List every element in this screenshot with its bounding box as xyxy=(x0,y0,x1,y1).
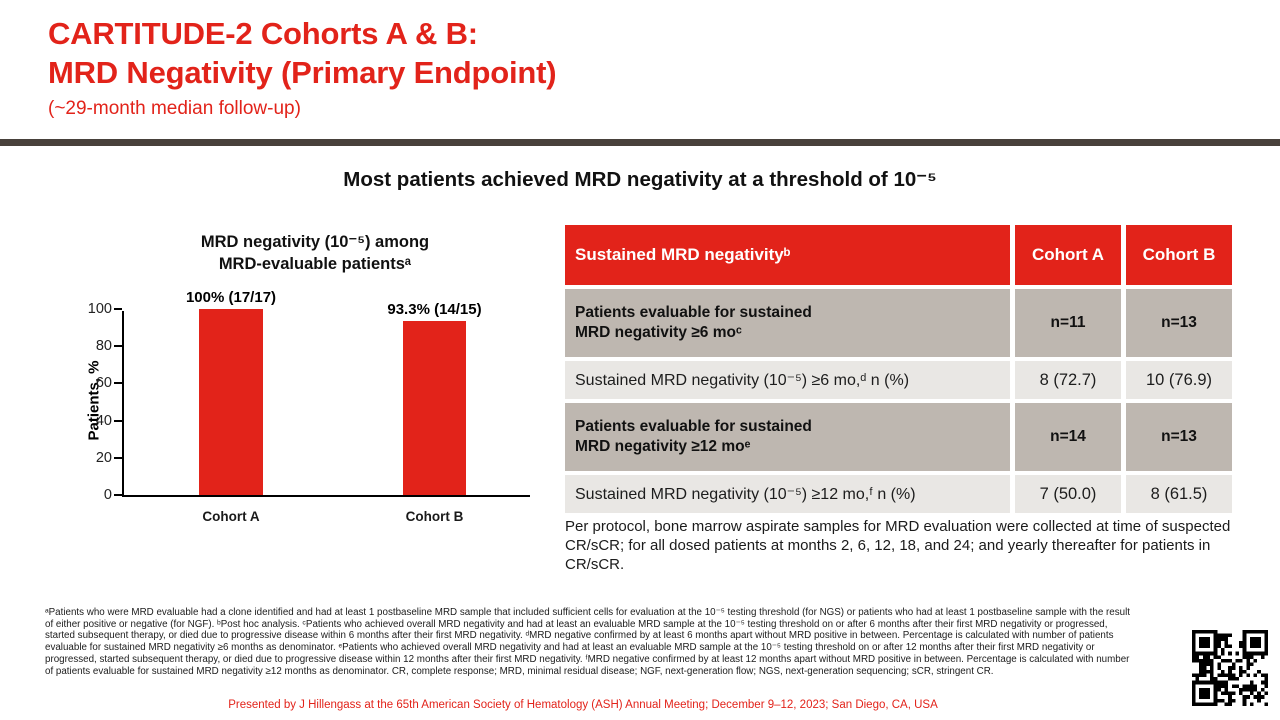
slide-title-line1: CARTITUDE-2 Cohorts A & B: xyxy=(48,16,478,51)
qr-code xyxy=(1192,630,1268,706)
bar-value-label: 93.3% (14/15) xyxy=(387,301,482,319)
y-axis-label: Patients, % xyxy=(85,360,103,441)
slide-title: CARTITUDE-2 Cohorts A & B: MRD Negativit… xyxy=(48,14,557,92)
y-tick-mark xyxy=(114,419,122,422)
table-header-cell: Sustained MRD negativityᵇ xyxy=(565,225,1010,285)
mrd-table: Sustained MRD negativityᵇ Cohort A Cohort … xyxy=(565,225,1232,513)
bar-value-label: 100% (17/17) xyxy=(185,289,277,306)
chart-title: MRD negativity (10⁻⁵) among MRD-evaluabl… xyxy=(150,231,480,275)
table-cell: Patients evaluable for sustained MRD neg… xyxy=(565,403,1010,471)
table-cell: 8 (72.7) xyxy=(1015,361,1121,399)
chart-plot: 0 20 40 60 80 100 100% (17/17) Cohort A 93.3% (1… xyxy=(88,289,530,524)
y-tick-label: 20 xyxy=(95,449,112,466)
chart-title-line1: MRD negativity (10⁻⁵) among xyxy=(200,233,430,251)
table-cell: Sustained MRD negativity (10⁻⁵) ≥12 mo,ᶠ… xyxy=(565,475,1010,513)
table-cell: n=14 xyxy=(1015,403,1121,471)
table-cell: 7 (50.0) xyxy=(1015,475,1121,513)
y-tick-mark xyxy=(114,308,122,310)
table-cell: 10 (76.9) xyxy=(1126,361,1232,399)
footnotes: ᵃPatients who were MRD evaluable had a c… xyxy=(45,607,1130,677)
table-header-cell: Cohort A xyxy=(1015,225,1121,285)
y-tick-mark xyxy=(114,382,122,385)
table-cell: n=13 xyxy=(1126,403,1232,471)
y-tick-mark xyxy=(114,345,122,348)
x-category-label: Cohort A xyxy=(202,509,260,524)
bar-cohort-b xyxy=(403,321,466,495)
y-tick-label: 80 xyxy=(95,338,112,355)
bar-cohort-a xyxy=(199,309,263,495)
y-tick-label: 100 xyxy=(87,301,112,317)
table-cell: n=11 xyxy=(1015,289,1121,357)
table-cell: Patients evaluable for sustained MRD neg… xyxy=(565,289,1010,357)
table-cell: 8 (61.5) xyxy=(1126,475,1232,513)
presentation-credit: Presented by J Hillengass at the 65th Am… xyxy=(228,699,938,711)
y-tick-label: 40 xyxy=(95,412,112,429)
slide-title-line2: MRD Negativity (Primary Endpoint) xyxy=(48,55,557,90)
table-header-cell: Cohort B xyxy=(1126,225,1232,285)
header-divider xyxy=(0,139,1280,146)
x-category-label: Cohort B xyxy=(405,509,464,524)
table-cell: Sustained MRD negativity (10⁻⁵) ≥6 mo,ᵈ … xyxy=(565,361,1010,399)
table-note: Per protocol, bone marrow aspirate sampl… xyxy=(565,518,1231,573)
y-tick-mark xyxy=(114,456,122,459)
y-tick-label: 0 xyxy=(103,487,112,503)
table-cell: n=13 xyxy=(1126,289,1232,357)
key-message-headline: Most patients achieved MRD negativity at… xyxy=(343,168,937,191)
chart-title-line2: MRD-evaluable patientsᵃ xyxy=(218,255,412,273)
y-tick-label: 60 xyxy=(95,375,112,392)
slide-subtitle: (~29-month median follow-up) xyxy=(48,98,301,119)
y-tick-mark xyxy=(114,494,122,496)
